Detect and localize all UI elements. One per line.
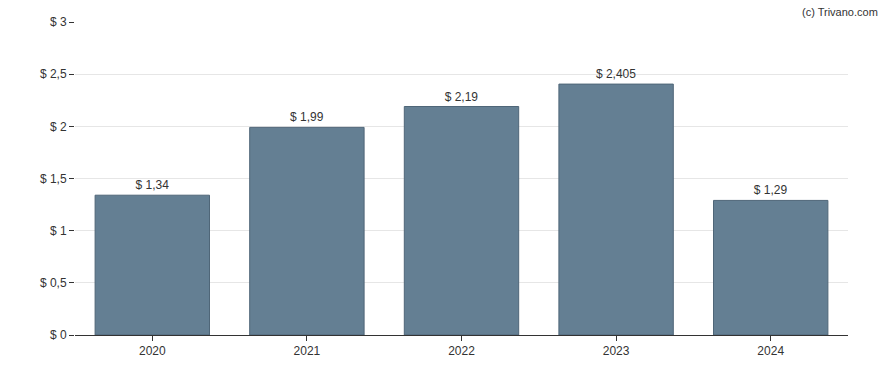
svg-text:$ 0: $ 0 [50, 328, 67, 342]
svg-text:$ 2,5: $ 2,5 [40, 67, 67, 81]
svg-text:(c) Trivano.com: (c) Trivano.com [802, 6, 878, 18]
svg-text:$ 1,29: $ 1,29 [754, 183, 788, 197]
svg-text:2022: 2022 [448, 344, 475, 358]
svg-text:$ 2,405: $ 2,405 [596, 67, 636, 81]
svg-text:$ 1,99: $ 1,99 [290, 110, 324, 124]
svg-text:2021: 2021 [294, 344, 321, 358]
svg-text:2023: 2023 [603, 344, 630, 358]
svg-text:$ 1: $ 1 [50, 224, 67, 238]
svg-text:$ 1,5: $ 1,5 [40, 172, 67, 186]
svg-text:$ 2: $ 2 [50, 120, 67, 134]
svg-text:$ 1,34: $ 1,34 [135, 178, 169, 192]
svg-text:2024: 2024 [757, 344, 784, 358]
svg-text:$ 0,5: $ 0,5 [40, 276, 67, 290]
svg-text:$ 2,19: $ 2,19 [445, 90, 479, 104]
svg-text:$ 3: $ 3 [50, 15, 67, 29]
svg-text:2020: 2020 [139, 344, 166, 358]
